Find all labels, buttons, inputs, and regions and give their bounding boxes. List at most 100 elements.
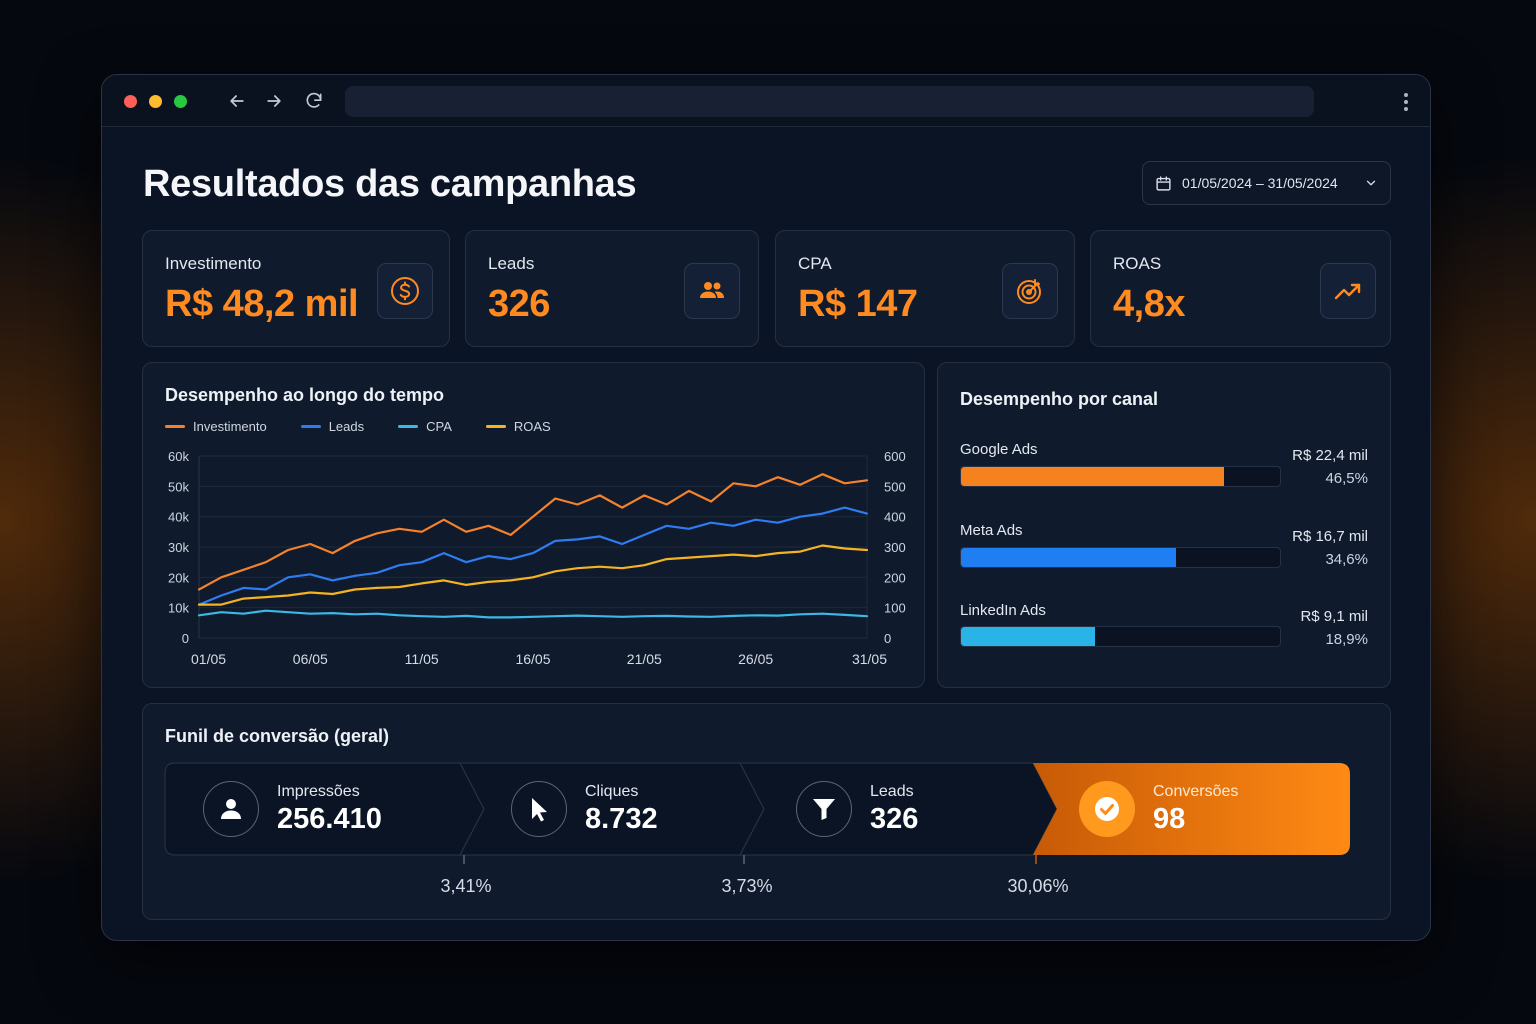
kpi-label: Investimento: [165, 254, 262, 273]
x-axis-tick: 31/05: [852, 651, 887, 667]
y-axis-left-tick: 0: [182, 631, 189, 646]
channel-percentage: 18,9%: [1325, 631, 1368, 648]
channel-performance-card: Desempenho por canal Google Ads R$ 22,4 …: [937, 362, 1391, 688]
y-axis-left-tick: 60k: [168, 449, 189, 464]
date-range-picker[interactable]: 01/05/2024 – 31/05/2024: [1142, 161, 1391, 205]
y-axis-left-tick: 30k: [168, 540, 189, 555]
back-arrow-icon[interactable]: [224, 88, 250, 114]
channel-bar-fill: [961, 548, 1177, 567]
funnel-step-value: 8.732: [585, 802, 658, 835]
chart-legend: Investimento Leads CPA ROAS: [165, 419, 551, 434]
channel-bar-fill: [961, 467, 1225, 486]
funnel-step-label: Cliques: [585, 782, 639, 800]
legend-item-leads[interactable]: Leads: [300, 419, 364, 434]
conversion-rate-label: 3,73%: [721, 876, 773, 896]
channel-name: LinkedIn Ads: [960, 602, 1046, 619]
check-circle-icon: [1079, 781, 1135, 837]
channel-bar-fill: [961, 627, 1095, 646]
funnel-title: Funil de conversão (geral): [165, 726, 390, 746]
channel-bar-google-ads: [960, 466, 1281, 487]
user-icon: [203, 781, 259, 837]
kpi-label: ROAS: [1113, 254, 1162, 273]
kpi-value: R$ 147: [798, 283, 918, 325]
x-axis-tick: 11/05: [405, 651, 439, 667]
maximize-window-button[interactable]: [174, 95, 187, 108]
funnel-step-conversoes: Conversões 98: [1079, 763, 1238, 855]
channel-percentage: 34,6%: [1325, 551, 1368, 568]
series-line-leads: [197, 506, 869, 606]
kpi-card-roas: ROAS 4,8x: [1090, 230, 1391, 347]
y-axis-right-tick: 200: [884, 570, 906, 585]
channel-value: R$ 22,4 mil: [1292, 447, 1368, 464]
target-icon: [1002, 263, 1058, 319]
y-axis-right-tick: 500: [884, 479, 906, 494]
legend-item-roas[interactable]: ROAS: [485, 419, 551, 434]
funnel-step-label: Leads: [870, 782, 914, 800]
y-axis-right-tick: 0: [884, 631, 891, 646]
chevron-down-icon: [1366, 180, 1376, 186]
kpi-label: Leads: [488, 254, 535, 273]
channel-card-title: Desempenho por canal: [960, 389, 1159, 409]
x-axis-tick: 01/05: [191, 651, 226, 667]
funnel-step-cliques: Cliques 8.732: [511, 763, 658, 855]
address-bar[interactable]: [345, 86, 1314, 117]
forward-arrow-icon[interactable]: [261, 88, 287, 114]
funnel-step-label: Conversões: [1153, 782, 1239, 800]
reload-icon[interactable]: [301, 88, 327, 114]
kpi-value: R$ 48,2 mil: [165, 283, 359, 325]
channel-name: Meta Ads: [960, 522, 1023, 539]
page-title: Resultados das campanhas: [143, 163, 637, 205]
more-menu-icon[interactable]: [1396, 89, 1416, 115]
legend-item-cpa[interactable]: CPA: [398, 419, 452, 434]
trending-up-icon: [1320, 263, 1376, 319]
y-axis-right-tick: 300: [884, 540, 906, 555]
close-window-button[interactable]: [124, 95, 137, 108]
dollar-circle-icon: [377, 263, 433, 319]
channel-value: R$ 9,1 mil: [1300, 608, 1368, 625]
browser-window: Resultados das campanhas 01/05/2024 – 31…: [101, 74, 1431, 941]
kpi-card-leads: Leads 326: [465, 230, 759, 347]
funnel-step-leads: Leads 326: [796, 763, 918, 855]
kpi-card-cpa: CPA R$ 147: [775, 230, 1075, 347]
performance-line-chart: 0 0 10k 100 20k 200 30k 300 40k 400 50k 500 60k 600 01…: [168, 449, 906, 667]
users-icon: [684, 263, 740, 319]
filter-icon: [796, 781, 852, 837]
browser-titlebar: [102, 75, 1430, 127]
conversion-rate-label: 3,41%: [440, 876, 492, 896]
channel-value: R$ 16,7 mil: [1292, 528, 1368, 545]
date-range-label: 01/05/2024 – 31/05/2024: [1182, 175, 1338, 191]
funnel-step-value: 256.410: [277, 802, 382, 835]
conversion-funnel-card: Funil de conversão (geral) Impressões: [142, 703, 1391, 920]
y-axis-left-tick: 50k: [168, 479, 189, 494]
y-axis-right-tick: 600: [884, 449, 906, 464]
x-axis-tick: 26/05: [738, 651, 773, 667]
kpi-card-investimento: Investimento R$ 48,2 mil: [142, 230, 450, 347]
calendar-icon: [1156, 175, 1171, 191]
funnel-step-value: 326: [870, 802, 919, 835]
kpi-value: 4,8x: [1113, 283, 1185, 325]
y-axis-left-tick: 10k: [168, 601, 189, 616]
channel-bar-linkedin-ads: [960, 626, 1281, 647]
performance-chart-title: Desempenho ao longo do tempo: [165, 385, 445, 405]
kpi-value: 326: [488, 283, 550, 325]
minimize-window-button[interactable]: [149, 95, 162, 108]
channel-bar-meta-ads: [960, 547, 1281, 568]
x-axis-tick: 06/05: [293, 651, 328, 667]
kpi-label: CPA: [798, 254, 832, 273]
channel-name: Google Ads: [960, 441, 1038, 458]
series-line-roas: [197, 544, 869, 606]
series-line-investimento: [197, 473, 869, 591]
channel-percentage: 46,5%: [1325, 470, 1368, 487]
performance-chart-card: Desempenho ao longo do tempo Investiment…: [142, 362, 925, 688]
y-axis-right-tick: 100: [884, 601, 906, 616]
funnel-step-label: Impressões: [277, 782, 360, 800]
y-axis-left-tick: 20k: [168, 570, 189, 585]
series-line-cpa: [197, 609, 869, 619]
y-axis-left-tick: 40k: [168, 510, 189, 525]
funnel-step-impressoes: Impressões 256.410: [203, 763, 382, 855]
x-axis-tick: 16/05: [515, 651, 550, 667]
funnel-step-value: 98: [1153, 802, 1186, 835]
x-axis-tick: 21/05: [627, 651, 662, 667]
y-axis-right-tick: 400: [884, 510, 906, 525]
legend-item-investimento[interactable]: Investimento: [165, 419, 267, 434]
